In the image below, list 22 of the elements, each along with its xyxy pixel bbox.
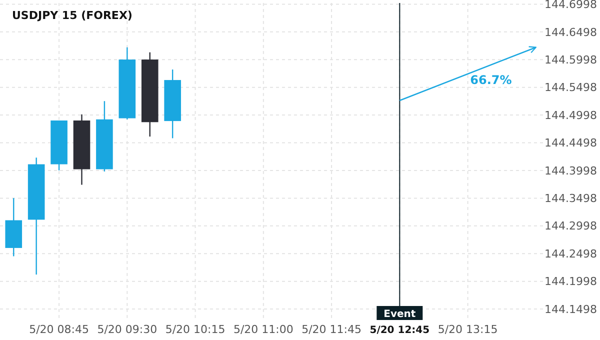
y-tick-label: 144.5998 bbox=[544, 53, 597, 66]
y-tick-label: 144.1498 bbox=[544, 302, 597, 316]
x-tick-label: 5/20 13:15 bbox=[438, 323, 498, 336]
x-tick-label: 5/20 09:30 bbox=[97, 323, 158, 336]
y-tick-label: 144.6498 bbox=[544, 26, 597, 39]
x-tick-label: 5/20 08:45 bbox=[29, 323, 89, 336]
text: USDJPY 15 (FOREX) bbox=[12, 9, 132, 22]
y-tick-label: 144.2498 bbox=[544, 247, 597, 260]
x-tick-label: 5/20 10:15 bbox=[165, 323, 226, 336]
ref-line-label: Event bbox=[384, 309, 416, 320]
y-tick-label: 144.2998 bbox=[544, 220, 597, 233]
y-tick-label: 144.3998 bbox=[544, 164, 597, 178]
y-tick-label: 144.6998 bbox=[544, 0, 597, 12]
y-tick-label: 144.3498 bbox=[544, 192, 597, 206]
y-tick-label: 144.5498 bbox=[544, 81, 597, 94]
y-tick-label: 144.4498 bbox=[544, 136, 597, 150]
y-tick-label: 144.1998 bbox=[544, 275, 597, 288]
annotation: 66.7% bbox=[470, 73, 512, 88]
x-tick-label: 5/20 11:00 bbox=[233, 323, 294, 336]
y-tick-label: 144.4998 bbox=[544, 108, 597, 122]
x-tick-label: 5/20 12:45 bbox=[370, 325, 430, 336]
x-tick-label: 5/20 11:45 bbox=[302, 323, 362, 336]
